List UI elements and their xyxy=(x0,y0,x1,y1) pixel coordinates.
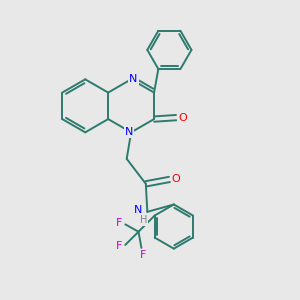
Text: F: F xyxy=(116,218,122,229)
Text: O: O xyxy=(178,112,187,123)
Text: N: N xyxy=(124,127,133,137)
Text: N: N xyxy=(134,206,142,215)
Text: F: F xyxy=(140,250,146,260)
Text: F: F xyxy=(116,241,122,251)
Text: H: H xyxy=(140,215,147,225)
Text: O: O xyxy=(172,174,180,184)
Text: N: N xyxy=(129,74,138,84)
